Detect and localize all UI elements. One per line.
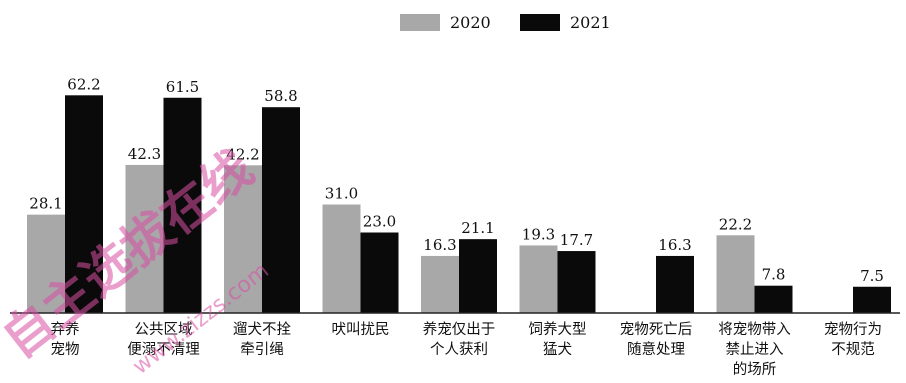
category-label-8-0: 宠物行为 (824, 321, 882, 338)
category-label-7-0: 将宠物带入 (718, 321, 791, 338)
category-label-0-1: 宠物 (51, 341, 80, 358)
bar-2021-2 (262, 107, 300, 313)
value-label-2021-5: 17.7 (560, 231, 593, 249)
bar-2021-7 (754, 285, 793, 313)
value-labels: 28.1 62.2 42.3 61.5 42.2 58.8 31.0 23.0 16.3 21.1… (29, 75, 884, 284)
category-label-1-1: 便溺不清理 (127, 341, 200, 358)
bar-2021-3 (360, 232, 399, 313)
bar-2020-7 (716, 235, 755, 313)
legend-label-2021: 2021 (570, 13, 611, 32)
legend-swatch-2021 (520, 14, 560, 31)
value-label-2021-4: 21.1 (461, 219, 494, 237)
category-label-3-0: 吠叫扰民 (332, 321, 390, 338)
value-label-2021-1: 61.5 (166, 78, 199, 96)
bar-2021-0 (65, 95, 103, 313)
value-label-2020-1: 42.3 (128, 145, 161, 163)
value-label-2021-2: 58.8 (264, 87, 297, 105)
bar-2020-1 (125, 164, 164, 313)
bar-2020-3 (322, 204, 361, 313)
category-label-2-0: 遛犬不拴 (233, 321, 291, 338)
bars (27, 95, 891, 313)
category-label-7-2: 的场所 (733, 361, 777, 378)
category-label-5-1: 猛犬 (543, 341, 572, 358)
category-label-2-1: 牵引绳 (240, 341, 284, 358)
bar-2021-5 (557, 251, 596, 313)
value-label-2021-3: 23.0 (363, 213, 396, 231)
category-label-4-1: 个人获利 (430, 341, 488, 358)
bar-2020-0 (27, 214, 65, 313)
value-label-2020-4: 16.3 (423, 236, 456, 254)
bar-2021-4 (459, 239, 497, 313)
bar-2021-8 (853, 286, 891, 313)
bar-2021-6 (656, 255, 694, 313)
category-label-5-0: 饲养大型 (529, 321, 587, 338)
category-label-0-0: 弃养 (51, 321, 80, 338)
bar-2020-5 (519, 245, 558, 313)
category-label-7-1: 禁止进入 (726, 341, 784, 358)
category-label-4-0: 养宠仅出于 (423, 321, 496, 338)
category-label-6-0: 宠物死亡后 (620, 321, 693, 338)
category-label-6-1: 随意处理 (627, 340, 685, 358)
value-label-2020-5: 19.3 (522, 225, 555, 243)
value-label-2020-0: 28.1 (29, 195, 62, 213)
value-label-2021-0: 62.2 (67, 75, 100, 93)
legend-swatch-2020 (400, 14, 440, 31)
value-label-2021-6: 16.3 (658, 236, 691, 254)
value-label-2020-7: 22.2 (719, 215, 752, 233)
legend-label-2020: 2020 (450, 13, 491, 32)
value-label-2020-2: 42.2 (226, 145, 259, 163)
bar-2020-4 (421, 255, 459, 313)
value-label-2021-7: 7.8 (762, 266, 786, 284)
bar-2021-1 (163, 97, 202, 313)
value-label-2020-3: 31.0 (325, 185, 358, 203)
bar-2020-2 (224, 165, 262, 313)
category-label-8-1: 不规范 (831, 341, 875, 358)
category-label-1-0: 公共区域 (135, 321, 193, 338)
legend: 2020 2021 (400, 13, 611, 32)
value-label-2021-8: 7.5 (860, 267, 884, 285)
